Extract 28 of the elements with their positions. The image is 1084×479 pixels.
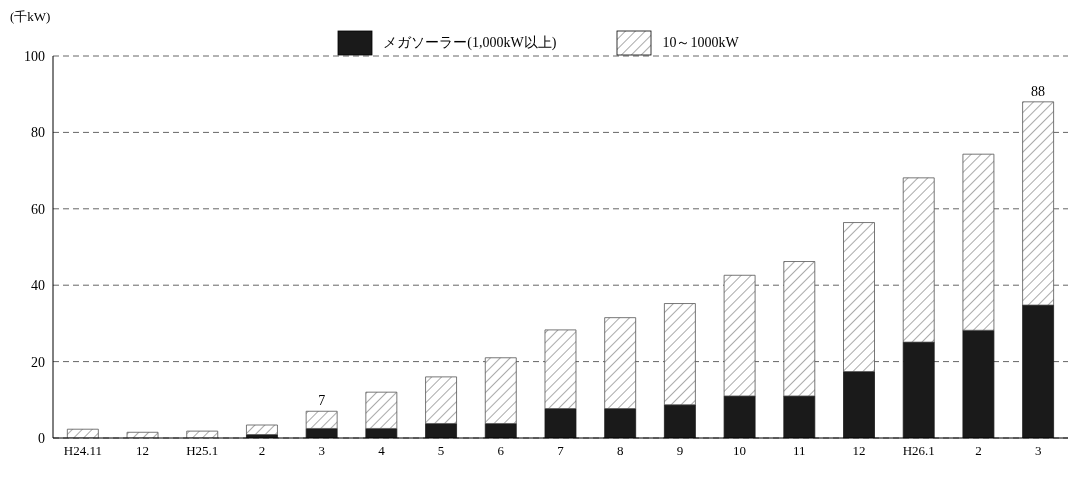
x-tick-label: 4 bbox=[378, 443, 386, 459]
x-tick-label: H26.1 bbox=[902, 443, 935, 459]
x-tick-label: 11 bbox=[793, 443, 806, 459]
x-tick-label: H24.11 bbox=[63, 443, 102, 459]
x-tick-label: 10 bbox=[733, 443, 747, 459]
x-tick-label: 12 bbox=[136, 443, 150, 459]
y-tick-label: 80 bbox=[31, 125, 45, 141]
y-tick-label: 20 bbox=[31, 354, 45, 370]
legend-label: メガソーラー(1,000kW以上) bbox=[383, 34, 557, 52]
y-axis-title: (千kW) bbox=[10, 8, 51, 26]
total-label: 7 bbox=[318, 393, 326, 409]
x-tick-label: 8 bbox=[616, 443, 624, 459]
y-tick-label: 40 bbox=[31, 278, 45, 294]
x-tick-label: 6 bbox=[497, 443, 505, 459]
y-tick-label: 60 bbox=[31, 201, 45, 217]
y-tick-label: 100 bbox=[24, 48, 45, 64]
x-tick-label: 9 bbox=[676, 443, 684, 459]
legend-label: 10～1000kW bbox=[662, 34, 739, 52]
y-tick-label: 0 bbox=[38, 430, 45, 446]
x-tick-label: H25.1 bbox=[186, 443, 219, 459]
x-tick-label: 12 bbox=[852, 443, 866, 459]
x-tick-label: 7 bbox=[557, 443, 565, 459]
x-tick-label: 3 bbox=[1034, 443, 1042, 459]
x-tick-label: 2 bbox=[258, 443, 266, 459]
x-tick-label: 5 bbox=[437, 443, 445, 459]
x-tick-label: 2 bbox=[975, 443, 982, 459]
total-label: 88 bbox=[1031, 83, 1046, 99]
x-tick-label: 3 bbox=[318, 443, 325, 459]
